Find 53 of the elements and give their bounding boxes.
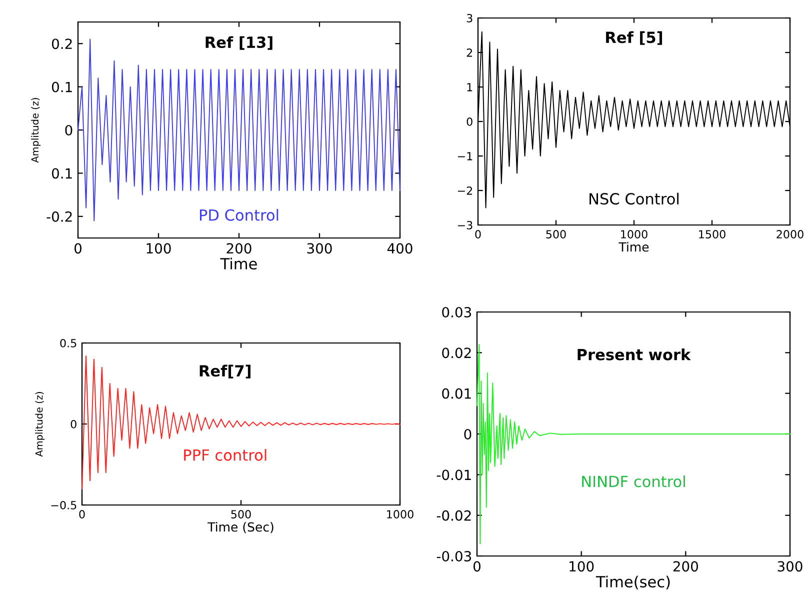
- y-tick-label: 0: [65, 124, 72, 136]
- x-tick-label: 500: [231, 510, 251, 518]
- y-tick-label: -0.03: [436, 550, 472, 562]
- y-tick-label: 0.1: [52, 82, 72, 92]
- y-tick-label: 3: [466, 14, 472, 22]
- x-tick-label: 200: [673, 561, 698, 572]
- x-axis-title: Time: [618, 242, 649, 252]
- annotation: Ref [5]: [606, 31, 662, 45]
- y-tick-label: 1: [467, 83, 472, 92]
- y-tick-label: 0.01: [442, 388, 471, 399]
- annotation: Ref[7]: [200, 364, 250, 378]
- x-tick-label: 300: [778, 561, 802, 572]
- line-series: [82, 355, 400, 490]
- y-tick-label: -0.02: [436, 510, 471, 521]
- y-tick-label: 0.1: [52, 168, 72, 179]
- annotation: Present work: [578, 348, 691, 360]
- x-tick-label: 1000: [387, 510, 414, 518]
- x-tick-label: 1500: [699, 230, 726, 238]
- y-tick-label: −0.5: [51, 500, 76, 510]
- y-tick-label: −1: [458, 152, 472, 160]
- annotation: NSC Control: [590, 192, 678, 205]
- line-series: [476, 344, 790, 544]
- annotation: PD Control: [200, 209, 278, 221]
- x-tick-label: 200: [226, 243, 252, 254]
- y-tick-label: 0: [70, 420, 76, 428]
- annotation: NINDF control: [582, 475, 685, 488]
- y-tick-label: −3: [458, 220, 472, 230]
- y-tick-label: 0.2: [52, 38, 72, 50]
- x-axis-title: Time: [220, 258, 257, 270]
- x-axis-title: Time(sec): [596, 576, 670, 590]
- y-tick-label: 2: [466, 48, 472, 57]
- y-tick-label: 0.03: [442, 306, 472, 318]
- y-tick-label: 0.02: [442, 348, 471, 358]
- y-tick-label: -0.2: [46, 211, 72, 222]
- y-axis-title: Amplitude (z): [35, 392, 45, 457]
- x-tick-label: 100: [146, 243, 171, 254]
- x-tick-label: 300: [307, 243, 332, 254]
- x-tick-label: 500: [546, 230, 566, 238]
- y-tick-label: 0: [464, 428, 472, 440]
- annotation: PPF control: [184, 449, 266, 461]
- x-tick-label: 0: [475, 230, 481, 238]
- x-tick-label: 100: [570, 561, 594, 572]
- y-tick-label: -0.01: [436, 470, 471, 480]
- y-tick-label: −2: [458, 186, 472, 195]
- x-tick-label: 1000: [621, 230, 648, 238]
- x-axis-title: Time (Sec): [208, 522, 274, 534]
- x-tick-label: 400: [387, 243, 412, 254]
- annotation: Ref [13]: [206, 36, 272, 50]
- y-tick-label: 0.5: [60, 338, 76, 348]
- y-tick-label: 0: [466, 117, 472, 126]
- x-tick-label: 0: [79, 510, 85, 518]
- x-tick-label: 2000: [776, 230, 804, 238]
- y-axis-title: Amplitude (z): [31, 98, 40, 163]
